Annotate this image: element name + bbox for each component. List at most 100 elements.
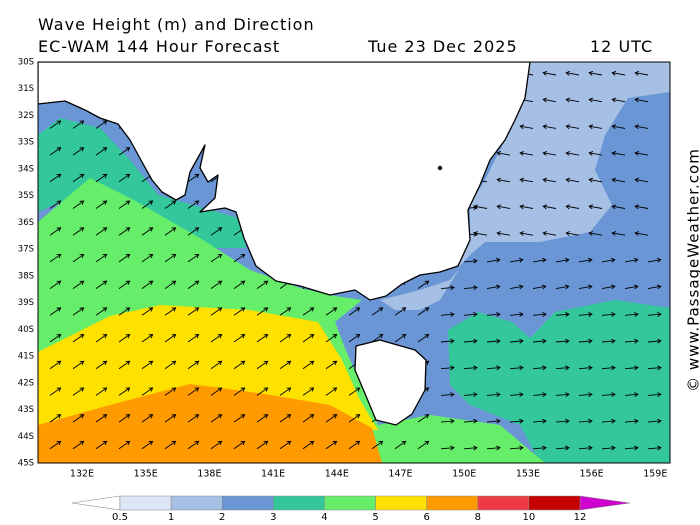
wave-arrow [532, 418, 547, 424]
wave-arrow [496, 177, 511, 183]
wave-arrow [588, 124, 603, 130]
wave-arrow [164, 253, 177, 263]
wave-arrow [141, 253, 154, 263]
legend-swatch [221, 495, 274, 511]
wave-arrow [164, 307, 177, 316]
wave-arrow [72, 414, 85, 423]
wave-arrow [532, 392, 547, 397]
wave-arrow [486, 418, 501, 424]
latitude-label: 31S [18, 84, 34, 94]
wave-arrow [417, 307, 430, 316]
wave-arrow [49, 440, 62, 450]
wave-arrow [348, 414, 361, 423]
wave-arrow [588, 150, 603, 156]
wave-arrow [394, 334, 407, 343]
wave-region [458, 62, 670, 268]
wave-arrow [118, 414, 131, 423]
wave-arrow [532, 257, 547, 263]
wave-arrow [634, 70, 649, 76]
wave-arrow [440, 312, 455, 317]
legend-tick-label: 8 [475, 512, 481, 523]
wave-arrow [601, 445, 616, 451]
wave-arrow [95, 414, 108, 423]
wave-arrow [542, 177, 557, 183]
wave-arrow [187, 173, 200, 183]
wave-arrow [542, 231, 557, 236]
wave-arrow [588, 70, 603, 76]
wave-arrow [486, 445, 501, 451]
wave-arrow [519, 231, 534, 236]
wave-arrow [542, 204, 557, 210]
wave-arrow [588, 97, 603, 103]
latitude-label: 36S [18, 218, 34, 228]
wave-arrow [233, 387, 246, 396]
wave-arrow [141, 200, 154, 209]
wave-arrow [118, 147, 131, 156]
wave-arrow [578, 365, 593, 371]
legend-low-arrow [71, 495, 121, 511]
wave-arrow [187, 440, 200, 450]
wave-arrow [233, 280, 246, 289]
wave-arrow [519, 204, 534, 210]
wave-arrow [302, 440, 315, 450]
wave-arrow [302, 387, 315, 396]
wave-arrow [417, 280, 430, 289]
latitude-label: 30S [18, 58, 34, 68]
wave-arrow [532, 284, 547, 290]
wave-arrow [187, 414, 200, 423]
wave-arrow [509, 392, 524, 397]
wave-arrow [95, 147, 108, 156]
legend-swatch [273, 495, 325, 511]
wave-arrow [210, 387, 223, 396]
color-legend: 0.5 1 2 3 4 5 6 8 10 12 [71, 495, 631, 523]
wave-arrow [555, 365, 570, 371]
wave-arrow [532, 312, 547, 317]
wave-arrow [417, 414, 430, 423]
wave-arrow [624, 312, 639, 317]
wave-arrow [164, 334, 177, 343]
wave-arrow [647, 312, 662, 317]
latitude-label: 39S [18, 298, 34, 308]
latitude-label: 40S [18, 325, 34, 335]
wave-arrow [233, 414, 246, 423]
wave-arrow [463, 312, 478, 317]
wave-arrow [463, 338, 478, 344]
wave-arrow [647, 338, 662, 344]
wave-arrow [233, 334, 246, 343]
wave-arrow [509, 418, 524, 424]
wave-arrow [210, 227, 223, 236]
wave-arrow [463, 392, 478, 397]
longitude-label: 141E [261, 469, 285, 480]
lord-howe-island [437, 165, 443, 171]
wave-arrow [611, 150, 626, 156]
wave-arrow [519, 150, 534, 156]
wave-arrow [210, 280, 223, 289]
wave-arrow [118, 200, 131, 209]
wave-arrow [588, 177, 603, 183]
wave-arrow [187, 387, 200, 396]
wave-arrow [532, 365, 547, 371]
wave-arrow [647, 445, 662, 451]
wave-arrow [325, 387, 338, 396]
wave-arrow [555, 392, 570, 397]
legend-tick-label: 4 [321, 512, 327, 523]
wave-arrow [486, 257, 501, 263]
wave-arrow [578, 445, 593, 451]
legend-swatch [119, 495, 172, 511]
wave-arrow [141, 360, 154, 370]
wave-arrow [565, 97, 580, 103]
legend-tick-label: 5 [372, 512, 378, 523]
wave-arrow [279, 334, 292, 343]
legend-tick-label: 3 [270, 512, 276, 523]
wave-arrow [624, 445, 639, 451]
wave-arrow [49, 414, 62, 423]
wave-arrow [394, 307, 407, 316]
wave-arrow [578, 257, 593, 263]
longitude-label: 144E [325, 469, 349, 480]
wave-arrow [141, 334, 154, 343]
wave-arrow [164, 414, 177, 423]
wave-arrow [256, 280, 269, 289]
wave-arrow [473, 231, 488, 236]
wave-arrow [463, 258, 478, 264]
wave-arrow [95, 173, 108, 183]
